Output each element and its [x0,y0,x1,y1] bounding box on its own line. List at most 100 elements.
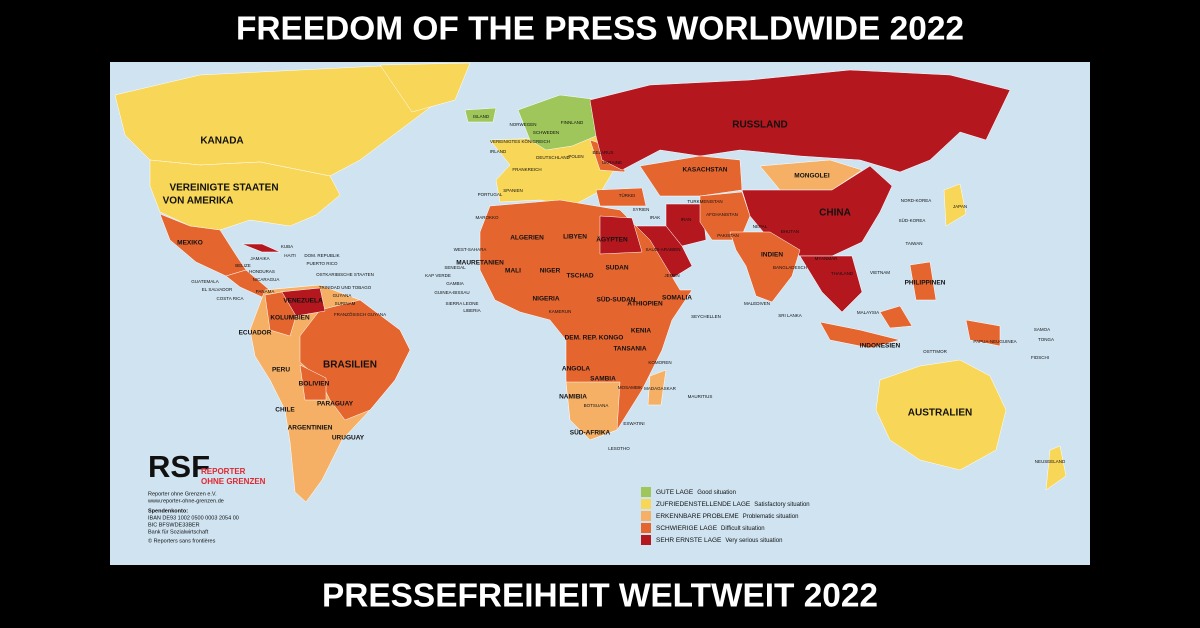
country-label: MADAGASKAR [644,386,677,391]
country [149,159,341,231]
country-label: ÄGYPTEN [596,236,628,244]
country-label: NORD-KOREA [901,198,932,203]
legend-text: SEHR ERNSTE LAGE Very serious situation [656,537,782,544]
legend-text: ZUFRIEDENSTELLENDE LAGE Satisfactory situ… [656,501,810,508]
country-label: DEUTSCHLAND [536,155,571,160]
legend-description: Problematic situation [743,514,799,520]
logo-line: OHNE GRENZEN [201,477,266,486]
country [879,305,913,329]
country-label: EL SALVADOR [202,287,233,292]
country-label: TAIWAN [906,241,923,246]
country-label: PORTUGAL [478,192,503,197]
country-label: SPANIEN [503,188,522,193]
country-label: COSTA RICA [217,296,244,301]
country-label: IRAN [681,217,692,222]
country-label: JAPAN [953,204,967,209]
imprint-line: BIC BFSWDE33BER [148,522,200,528]
country [241,243,281,253]
country-label: ARGENTINIEN [288,425,333,432]
header-title: FREEDOM OF THE PRESS WORLDWIDE 2022 [236,10,964,47]
country-label: MOSAMBIK [618,385,642,390]
legend-text: GUTE LAGE Good situation [656,489,736,496]
country-label: GUINEA-BISSAU [434,290,469,295]
map-countries [114,62,1067,503]
country-label: SCHWEDEN [533,130,559,135]
country-label: SAMOA [1034,327,1050,332]
country [647,369,667,406]
country-label: NEPAL [753,224,768,229]
country-label: SAMBIA [590,376,616,383]
legend-text: ERKENNBARE PROBLEME Problematic situation [656,513,798,520]
country-label: RUSSLAND [732,120,788,131]
country-label: SYRIEN [633,207,650,212]
country-label: VEREINIGTES KÖNIGREICH [490,138,550,144]
country-label: TANSANIA [613,346,646,353]
country-label: TSCHAD [566,273,593,280]
logo: RSF REPORTER OHNE GRENZEN [148,449,266,486]
legend-label: GUTE LAGE [656,489,694,496]
country-label: ECUADOR [239,330,272,337]
imprint: Reporter ohne Grenzen e.V.www.reporter-o… [147,491,239,544]
country-label: PUERTO RICO [306,261,338,266]
country-label: DOM. REPUBLIK [304,253,339,258]
country-label: JEMEN [664,273,679,278]
country-label: SURINAM [335,301,356,306]
country-label: HONDURAS [249,269,275,274]
country-label: VEREINIGTE STAATEN [169,183,278,194]
imprint-line: Reporter ohne Grenzen e.V. [148,491,217,497]
country-label: SEYCHELLEN [691,314,721,319]
legend-text: SCHWIERIGE LAGE Difficult situation [656,525,765,532]
imprint-line: Bank für Sozialwirtschaft [148,529,209,535]
country-label: FRANZÖSISCH GUYANA [334,311,386,317]
legend-swatch [641,499,651,509]
country-label: IRLAND [490,149,507,154]
country-label: LIBERIA [463,308,480,313]
country-label: MAROKKO [475,215,499,220]
country-label: PANAMA [256,289,275,294]
country-label: HAITI [284,253,296,258]
country-label: MYANMAR [815,256,838,261]
country-label: KUBA [281,244,293,249]
country-label: MAURITIUS [688,394,713,399]
country-label: CHINA [819,208,851,219]
country-label: CHILE [275,407,295,414]
country-label: BOLIVIEN [299,381,330,388]
country-label: ALGERIEN [510,235,544,242]
country-label: FINNLAND [561,120,584,125]
legend-description: Difficult situation [721,526,765,532]
country-label: INDIEN [761,252,783,259]
legend-label: ERKENNBARE PROBLEME [656,513,739,520]
country-label: KOMOREN [648,360,671,365]
country-label: FRANKREICH [512,167,541,172]
country-label: PERU [272,367,290,374]
country-label: BHUTAN [781,229,799,234]
country-label: LIBYEN [563,234,587,241]
legend-swatch [641,535,651,545]
country-label: IRAK [650,215,661,220]
country [819,321,901,349]
country [875,359,1007,471]
country [729,231,801,303]
country [909,261,937,301]
country-label: SÜD-SUDAN [597,295,636,304]
country-label: SÜD-KOREA [899,217,926,223]
country-label: KENIA [631,328,652,335]
country [759,159,863,191]
country-label: AFGHANISTAN [706,212,738,217]
country-label: BELARUS [592,150,613,155]
country-label: PARAGUAY [317,401,354,408]
country-label: MONGOLEI [794,173,830,180]
legend-label: ZUFRIEDENSTELLENDE LAGE [656,501,751,508]
country-label: UKRAINE [602,160,622,165]
legend-label: SEHR ERNSTE LAGE [656,537,722,544]
country-label: KANADA [200,136,243,147]
country [799,255,863,313]
footer-title: PRESSEFREIHEIT WELTWEIT 2022 [322,577,878,614]
country-label: KOLUMBIEN [270,315,310,322]
country-label: SÜD-AFRIKA [570,428,611,437]
country-label: BANGLADESCH [773,265,807,270]
country [1045,445,1067,491]
legend: GUTE LAGE Good situation ZUFRIEDENSTELLEND… [641,487,810,545]
country-label: ÄTHIOPIEN [627,300,663,308]
country-label: TONGA [1038,337,1054,342]
